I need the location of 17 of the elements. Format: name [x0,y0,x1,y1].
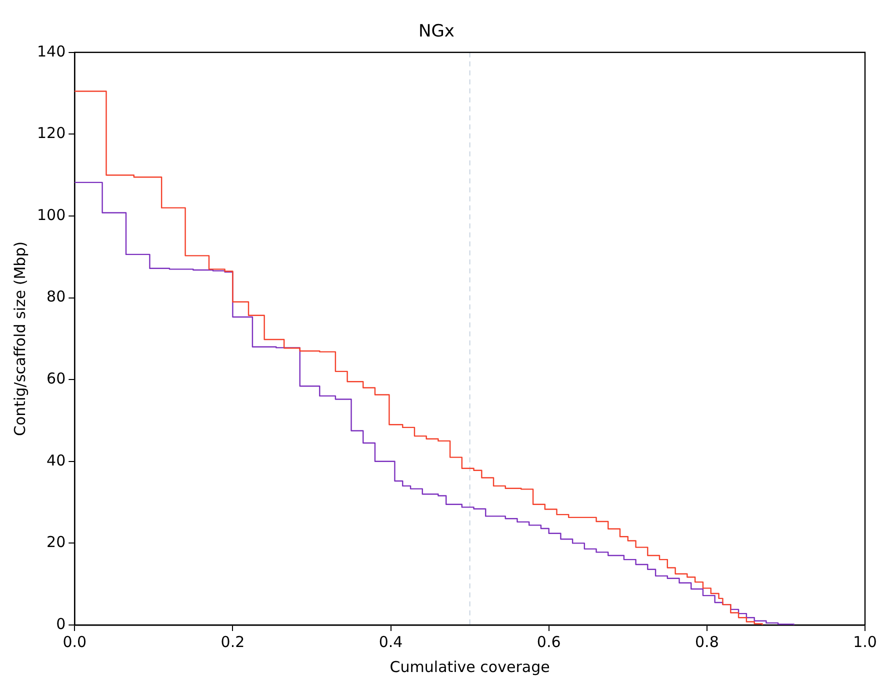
y-tick-label: 80 [46,288,66,306]
x-tick-label: 0.2 [220,632,245,651]
x-tick-label: 0.0 [62,632,87,651]
y-tick-label: 20 [46,533,66,552]
y-tick-label: 140 [36,42,66,60]
y-tick-label: 100 [36,206,66,224]
y-tick-label: 120 [36,124,66,142]
chart-title: NGx [418,22,454,42]
x-axis-title: Cumulative coverage [390,658,550,676]
x-tick-label: 0.4 [378,632,403,651]
y-axis-title: Contig/scaffold size (Mbp) [10,241,29,436]
y-tick-label: 0 [56,614,66,633]
y-tick-label: 60 [46,369,66,388]
y-tick-label: 40 [46,451,66,470]
x-tick-label: 1.0 [853,632,877,651]
x-tick-label: 0.8 [694,632,719,651]
x-tick-label: 0.6 [536,632,561,651]
